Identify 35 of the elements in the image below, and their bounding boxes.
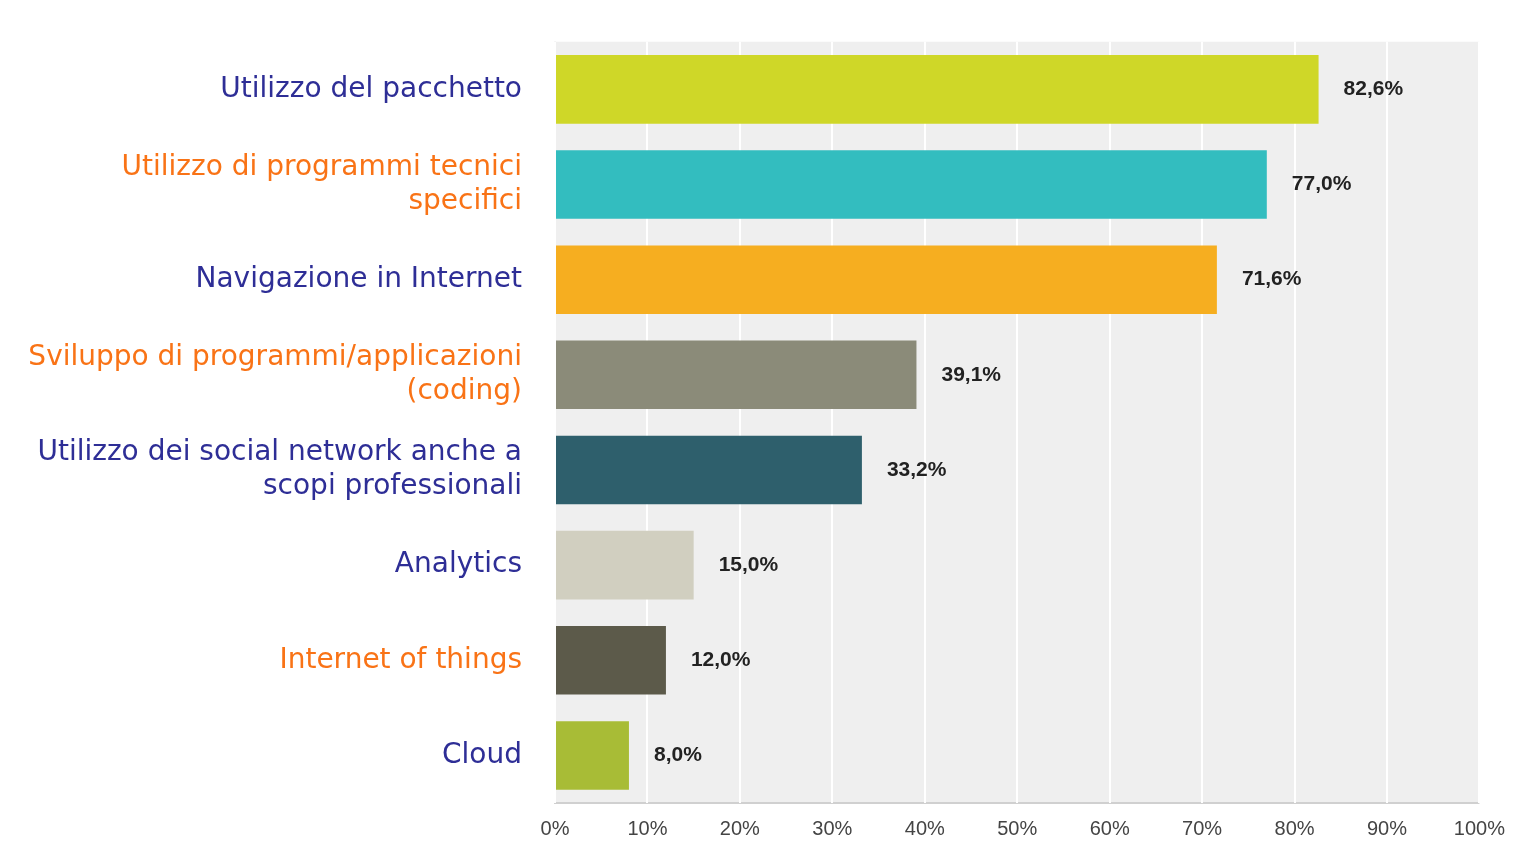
y-tick-label: Utilizzo di programmi tecnici specifici [121, 149, 522, 216]
data-label: 77,0% [1291, 171, 1352, 195]
bar [556, 150, 1267, 219]
y-tick-label: Analytics [394, 546, 522, 580]
x-tick-label: 80% [1274, 816, 1315, 839]
y-tick-label: Sviluppo di programmi/applicazioni (coding) [28, 339, 522, 406]
data-label: 33,2% [886, 456, 947, 480]
bar [556, 340, 917, 410]
data-label: 39,1% [941, 361, 1002, 385]
bar [556, 435, 862, 505]
y-tick-label: Internet of things [279, 641, 522, 675]
bar [556, 721, 629, 790]
bar [556, 245, 1217, 314]
y-tick-label: Utilizzo dei social network anche a scopi professionali [37, 434, 522, 502]
x-tick-label: 30% [812, 816, 853, 839]
x-tick-label: 0% [540, 816, 570, 839]
x-tick-label: 70% [1182, 816, 1223, 839]
bar [556, 55, 1319, 124]
y-tick-label: Cloud [442, 736, 522, 770]
x-tick-label: 40% [904, 816, 945, 839]
x-tick-label: 60% [1089, 816, 1130, 839]
x-tick-label: 100% [1453, 816, 1506, 839]
x-tick-label: 90% [1366, 816, 1408, 839]
x-tick-label: 50% [997, 816, 1038, 839]
data-label: 82,6% [1343, 76, 1404, 100]
data-label: 8,0% [653, 742, 703, 766]
bar [556, 626, 666, 695]
y-tick-label: Navigazione in Internet [195, 260, 523, 294]
bar [556, 530, 694, 600]
data-label: 71,6% [1241, 266, 1302, 290]
data-label: 15,0% [718, 551, 779, 575]
y-tick-label: Utilizzo del pacchetto [220, 70, 522, 104]
x-tick-label: 10% [627, 816, 668, 839]
x-tick-label: 20% [719, 816, 761, 839]
data-label: 12,0% [690, 647, 751, 671]
